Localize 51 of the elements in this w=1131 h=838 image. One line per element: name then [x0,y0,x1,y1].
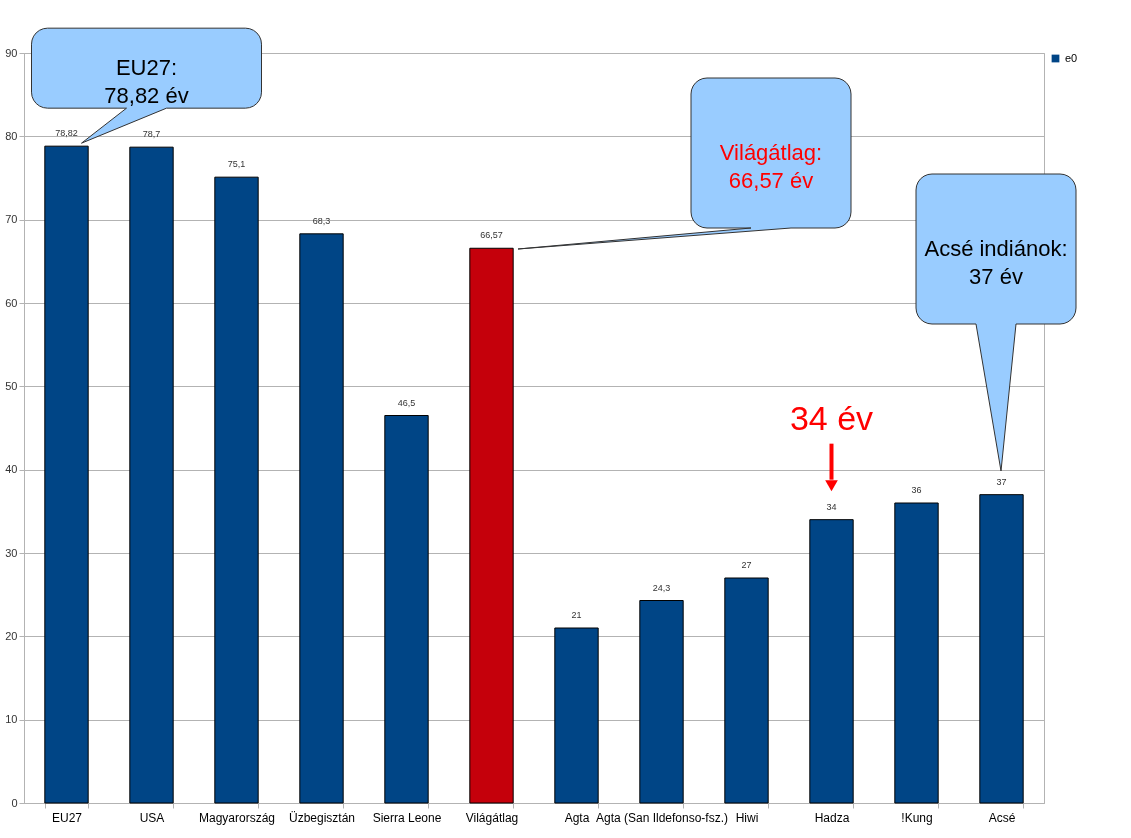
bar [979,494,1024,804]
y-tick-label: 10 [5,713,18,726]
x-tick-label: Agta [564,810,590,825]
data-label: 21 [571,610,582,620]
data-label: 78,7 [142,129,161,140]
y-tick-label: 80 [5,129,18,142]
bar [639,600,684,804]
annotation: 34 év [789,398,874,437]
legend-label: e0 [1065,51,1078,64]
bar [809,519,854,804]
annotation: EU27: 78,82 év [104,55,189,108]
x-tick-label: Agta (San Ildefonso-fsz.) [595,810,729,825]
bar [554,627,599,804]
x-tick-label: Acsé [988,810,1016,825]
data-label: 34 [826,501,837,512]
annotation: Acsé indiánok: 37 év [924,236,1068,289]
data-label: 75,1 [227,159,246,170]
y-tick-label: 50 [5,379,18,392]
bar [129,146,174,804]
x-tick-label: Sierra Leone [372,810,442,825]
data-label: 36 [911,485,922,495]
y-tick-label: 0 [11,796,18,809]
bar [44,145,89,804]
data-label: 46,5 [397,397,416,408]
x-tick-label: Hiwi [735,810,759,825]
data-label: 66,57 [480,230,503,241]
y-tick-label: 60 [5,296,18,309]
x-tick-label: Magyarország [198,810,276,825]
data-label: 37 [996,476,1007,487]
x-tick-label: EU27 [51,810,83,825]
y-tick-label: 20 [5,629,18,642]
x-tick-label: !Kung [901,810,933,825]
bar [214,176,259,804]
bar [299,233,344,804]
y-tick-label: 30 [5,546,18,559]
y-tick-label: 90 [5,46,18,59]
data-label: 27 [741,560,752,570]
bar [894,502,939,804]
bar [384,415,429,804]
x-tick-label: Hadza [814,810,850,825]
bar [469,247,514,804]
x-tick-label: USA [139,810,165,825]
data-label: 24,3 [652,582,671,593]
data-label: 78,82 [55,128,78,139]
x-tick-label: Üzbegisztán [288,810,356,825]
y-tick-label: 40 [5,463,18,476]
annotation: Világátlag: 66,57 év [719,140,823,193]
y-tick-label: 70 [5,213,18,226]
x-tick-label: Világátlag [465,810,519,825]
data-label: 68,3 [312,215,331,226]
bar [724,577,769,804]
